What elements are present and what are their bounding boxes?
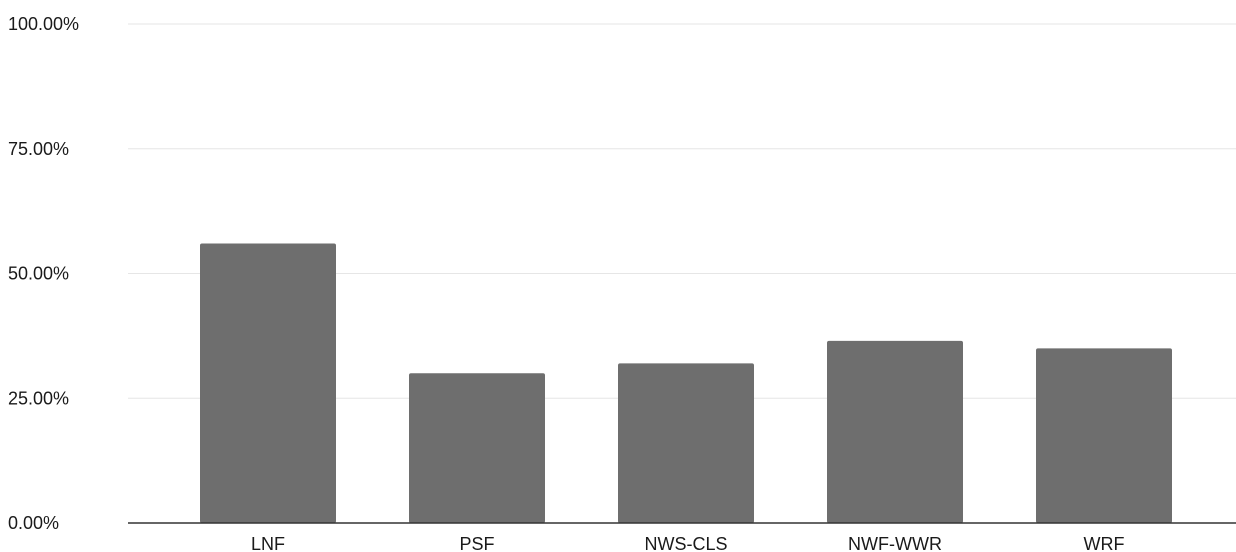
x-axis-category-labels: LNF PSF NWS-CLS NWF-WWR WRF [251,534,1125,552]
y-tick-label: 25.00% [8,388,69,408]
y-tick-label: 0.00% [8,513,59,533]
x-tick-label: NWS-CLS [644,534,727,552]
bar [200,243,336,523]
y-tick-label: 75.00% [8,139,69,159]
y-tick-label: 50.00% [8,264,69,284]
bar [1036,348,1172,523]
x-tick-label: PSF [459,534,494,552]
x-tick-label: NWF-WWR [848,534,942,552]
bar [618,363,754,523]
y-tick-label: 100.00% [8,14,79,34]
bars [200,243,1172,523]
y-axis-tick-labels: 0.00% 25.00% 50.00% 75.00% 100.00% [8,14,79,533]
bar [409,373,545,523]
bar [827,340,963,523]
x-tick-label: LNF [251,534,285,552]
x-tick-label: WRF [1084,534,1125,552]
